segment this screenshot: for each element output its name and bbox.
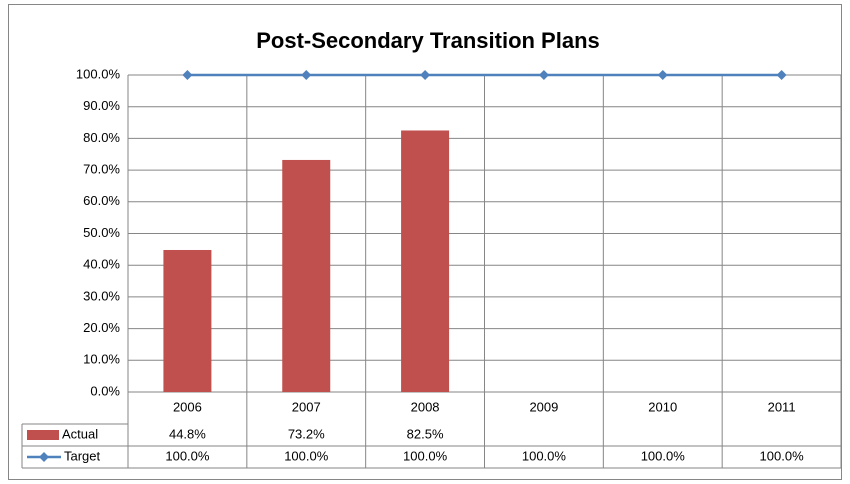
marker — [420, 70, 431, 80]
marker — [657, 70, 668, 80]
x-tick-label: 2011 — [768, 399, 796, 414]
table-value: 100.0% — [165, 448, 210, 463]
table-value: 73.2% — [288, 426, 325, 441]
bar — [401, 130, 450, 392]
y-tick-label: 90.0% — [83, 98, 120, 113]
y-tick-label: 80.0% — [83, 130, 120, 145]
table-value: 100.0% — [641, 448, 686, 463]
y-tick-label: 60.0% — [83, 193, 120, 208]
legend-label: Target — [64, 448, 101, 463]
x-tick-label: 2008 — [411, 399, 440, 414]
y-tick-label: 100.0% — [76, 66, 121, 81]
x-tick-label: 2006 — [173, 399, 202, 414]
y-tick-label: 70.0% — [83, 162, 120, 177]
table-value: 44.8% — [169, 426, 206, 441]
bar — [282, 159, 331, 392]
legend-swatch — [27, 430, 59, 440]
x-tick-label: 2009 — [529, 399, 558, 414]
bar — [163, 249, 212, 392]
y-tick-label: 50.0% — [83, 225, 120, 240]
marker — [301, 70, 312, 80]
y-tick-label: 10.0% — [83, 352, 120, 367]
legend-marker — [39, 452, 49, 462]
chart-title: Post-Secondary Transition Plans — [256, 28, 600, 53]
table-value: 100.0% — [522, 448, 567, 463]
table-value: 82.5% — [407, 426, 444, 441]
table-value: 100.0% — [760, 448, 805, 463]
y-tick-label: 20.0% — [83, 320, 120, 335]
x-tick-label: 2007 — [292, 399, 321, 414]
marker — [182, 70, 193, 80]
legend-label: Actual — [62, 426, 98, 441]
y-tick-label: 40.0% — [83, 257, 120, 272]
x-tick-label: 2010 — [648, 399, 677, 414]
table-value: 100.0% — [284, 448, 329, 463]
marker — [538, 70, 549, 80]
marker — [776, 70, 787, 80]
y-tick-label: 30.0% — [83, 288, 120, 303]
table-value: 100.0% — [403, 448, 448, 463]
y-tick-label: 0.0% — [90, 383, 120, 398]
